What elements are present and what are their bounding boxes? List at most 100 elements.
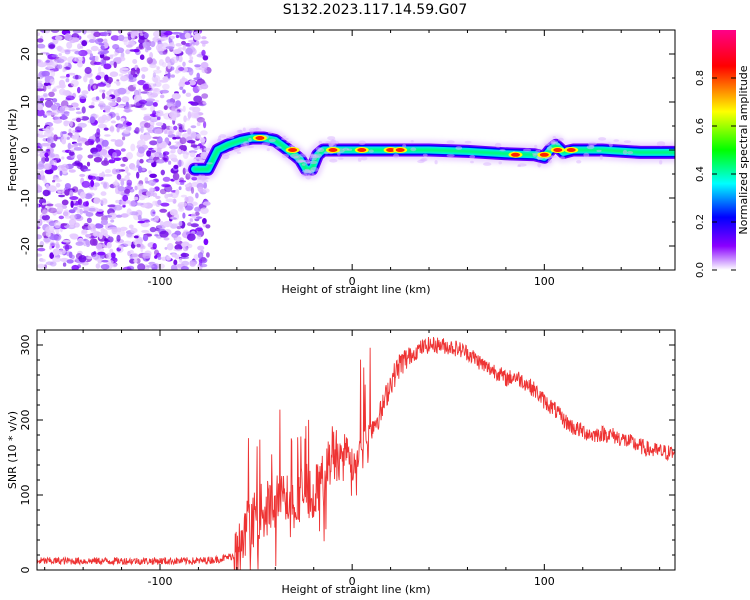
noise-speck bbox=[41, 214, 51, 221]
noise-speck bbox=[107, 204, 116, 208]
noise-speck bbox=[104, 169, 112, 174]
noise-speck bbox=[162, 176, 171, 182]
noise-speck bbox=[56, 205, 64, 213]
ridge-speck bbox=[393, 153, 400, 159]
noise-speck bbox=[37, 226, 41, 230]
noise-speck bbox=[44, 152, 49, 158]
noise-region bbox=[37, 30, 212, 270]
noise-speck bbox=[148, 170, 152, 175]
noise-speck bbox=[157, 199, 162, 205]
noise-speck bbox=[106, 90, 112, 96]
noise-speck bbox=[164, 193, 169, 199]
ridge-speck bbox=[547, 159, 552, 164]
noise-speck bbox=[133, 258, 138, 264]
noise-speck bbox=[178, 55, 183, 63]
noise-speck bbox=[201, 36, 207, 40]
noise-speck bbox=[174, 48, 182, 54]
noise-speck bbox=[43, 163, 52, 171]
ridge-speck bbox=[275, 146, 282, 149]
noise-speck bbox=[50, 30, 60, 33]
noise-speck bbox=[52, 98, 58, 103]
hot-spot bbox=[553, 148, 563, 152]
noise-speck bbox=[190, 186, 195, 194]
noise-speck bbox=[116, 229, 126, 237]
ridge-speck bbox=[537, 162, 542, 168]
noise-speck bbox=[42, 84, 47, 92]
noise-speck bbox=[171, 93, 181, 100]
noise-speck bbox=[146, 126, 152, 131]
ridge-speck bbox=[261, 142, 271, 146]
spectrogram-ytick-label: -20 bbox=[19, 237, 32, 255]
chart-title: S132.2023.117.14.59.G07 bbox=[282, 2, 468, 18]
noise-speck bbox=[175, 100, 182, 108]
noise-speck bbox=[186, 140, 196, 144]
noise-speck bbox=[97, 251, 106, 256]
noise-speck bbox=[108, 101, 117, 107]
noise-speck bbox=[158, 114, 162, 117]
ridge-speck bbox=[544, 143, 549, 146]
ridge-speck bbox=[596, 149, 602, 153]
noise-speck bbox=[171, 253, 176, 258]
noise-speck bbox=[203, 121, 207, 129]
ridge-speck bbox=[410, 140, 414, 143]
noise-speck bbox=[38, 134, 47, 138]
noise-speck bbox=[150, 41, 156, 48]
noise-speck bbox=[146, 57, 153, 64]
noise-speck bbox=[86, 74, 93, 79]
noise-speck bbox=[170, 74, 175, 78]
noise-speck bbox=[146, 91, 153, 96]
ridge-speck bbox=[301, 173, 308, 177]
noise-speck bbox=[99, 89, 104, 93]
spectrogram-ytick-label: 0 bbox=[19, 147, 32, 154]
noise-speck bbox=[180, 252, 190, 258]
colorbar-tick-label: 0.4 bbox=[695, 166, 706, 182]
noise-speck bbox=[90, 186, 94, 191]
noise-speck bbox=[50, 152, 55, 158]
noise-speck bbox=[77, 122, 87, 128]
noise-speck bbox=[93, 61, 103, 65]
noise-speck bbox=[100, 191, 107, 196]
noise-speck bbox=[54, 220, 61, 229]
noise-speck bbox=[37, 62, 47, 68]
noise-speck bbox=[175, 34, 180, 39]
noise-speck bbox=[69, 233, 78, 238]
noise-speck bbox=[93, 156, 102, 163]
noise-speck bbox=[154, 215, 160, 221]
noise-speck bbox=[69, 189, 74, 197]
noise-speck bbox=[81, 90, 89, 95]
ridge-speck bbox=[311, 173, 315, 176]
colorbar-tick-label: 0.0 bbox=[695, 262, 706, 278]
noise-speck bbox=[95, 75, 102, 81]
noise-speck bbox=[64, 189, 70, 196]
noise-speck bbox=[203, 182, 208, 189]
noise-speck bbox=[158, 30, 167, 34]
noise-speck bbox=[189, 151, 196, 158]
noise-speck bbox=[71, 135, 79, 140]
noise-speck bbox=[154, 234, 159, 237]
noise-speck bbox=[104, 215, 113, 218]
noise-speck bbox=[202, 179, 209, 183]
noise-speck bbox=[66, 136, 70, 140]
noise-speck bbox=[95, 263, 101, 269]
noise-speck bbox=[93, 31, 101, 38]
noise-speck bbox=[152, 243, 157, 250]
noise-speck bbox=[59, 83, 66, 89]
noise-speck bbox=[54, 177, 60, 181]
noise-speck bbox=[76, 117, 82, 123]
noise-speck bbox=[49, 78, 55, 86]
noise-speck bbox=[190, 131, 197, 139]
ridge-speck bbox=[308, 160, 318, 165]
noise-speck bbox=[162, 83, 170, 90]
noise-speck bbox=[126, 208, 132, 216]
noise-speck bbox=[87, 34, 95, 40]
noise-speck bbox=[182, 212, 186, 219]
noise-speck bbox=[145, 98, 156, 102]
hot-spot bbox=[328, 148, 338, 152]
noise-speck bbox=[132, 83, 137, 88]
noise-speck bbox=[55, 182, 61, 188]
noise-speck bbox=[175, 189, 180, 195]
noise-speck bbox=[190, 223, 199, 228]
ridge-speck bbox=[240, 142, 248, 148]
noise-speck bbox=[90, 45, 99, 52]
noise-speck bbox=[37, 43, 46, 49]
